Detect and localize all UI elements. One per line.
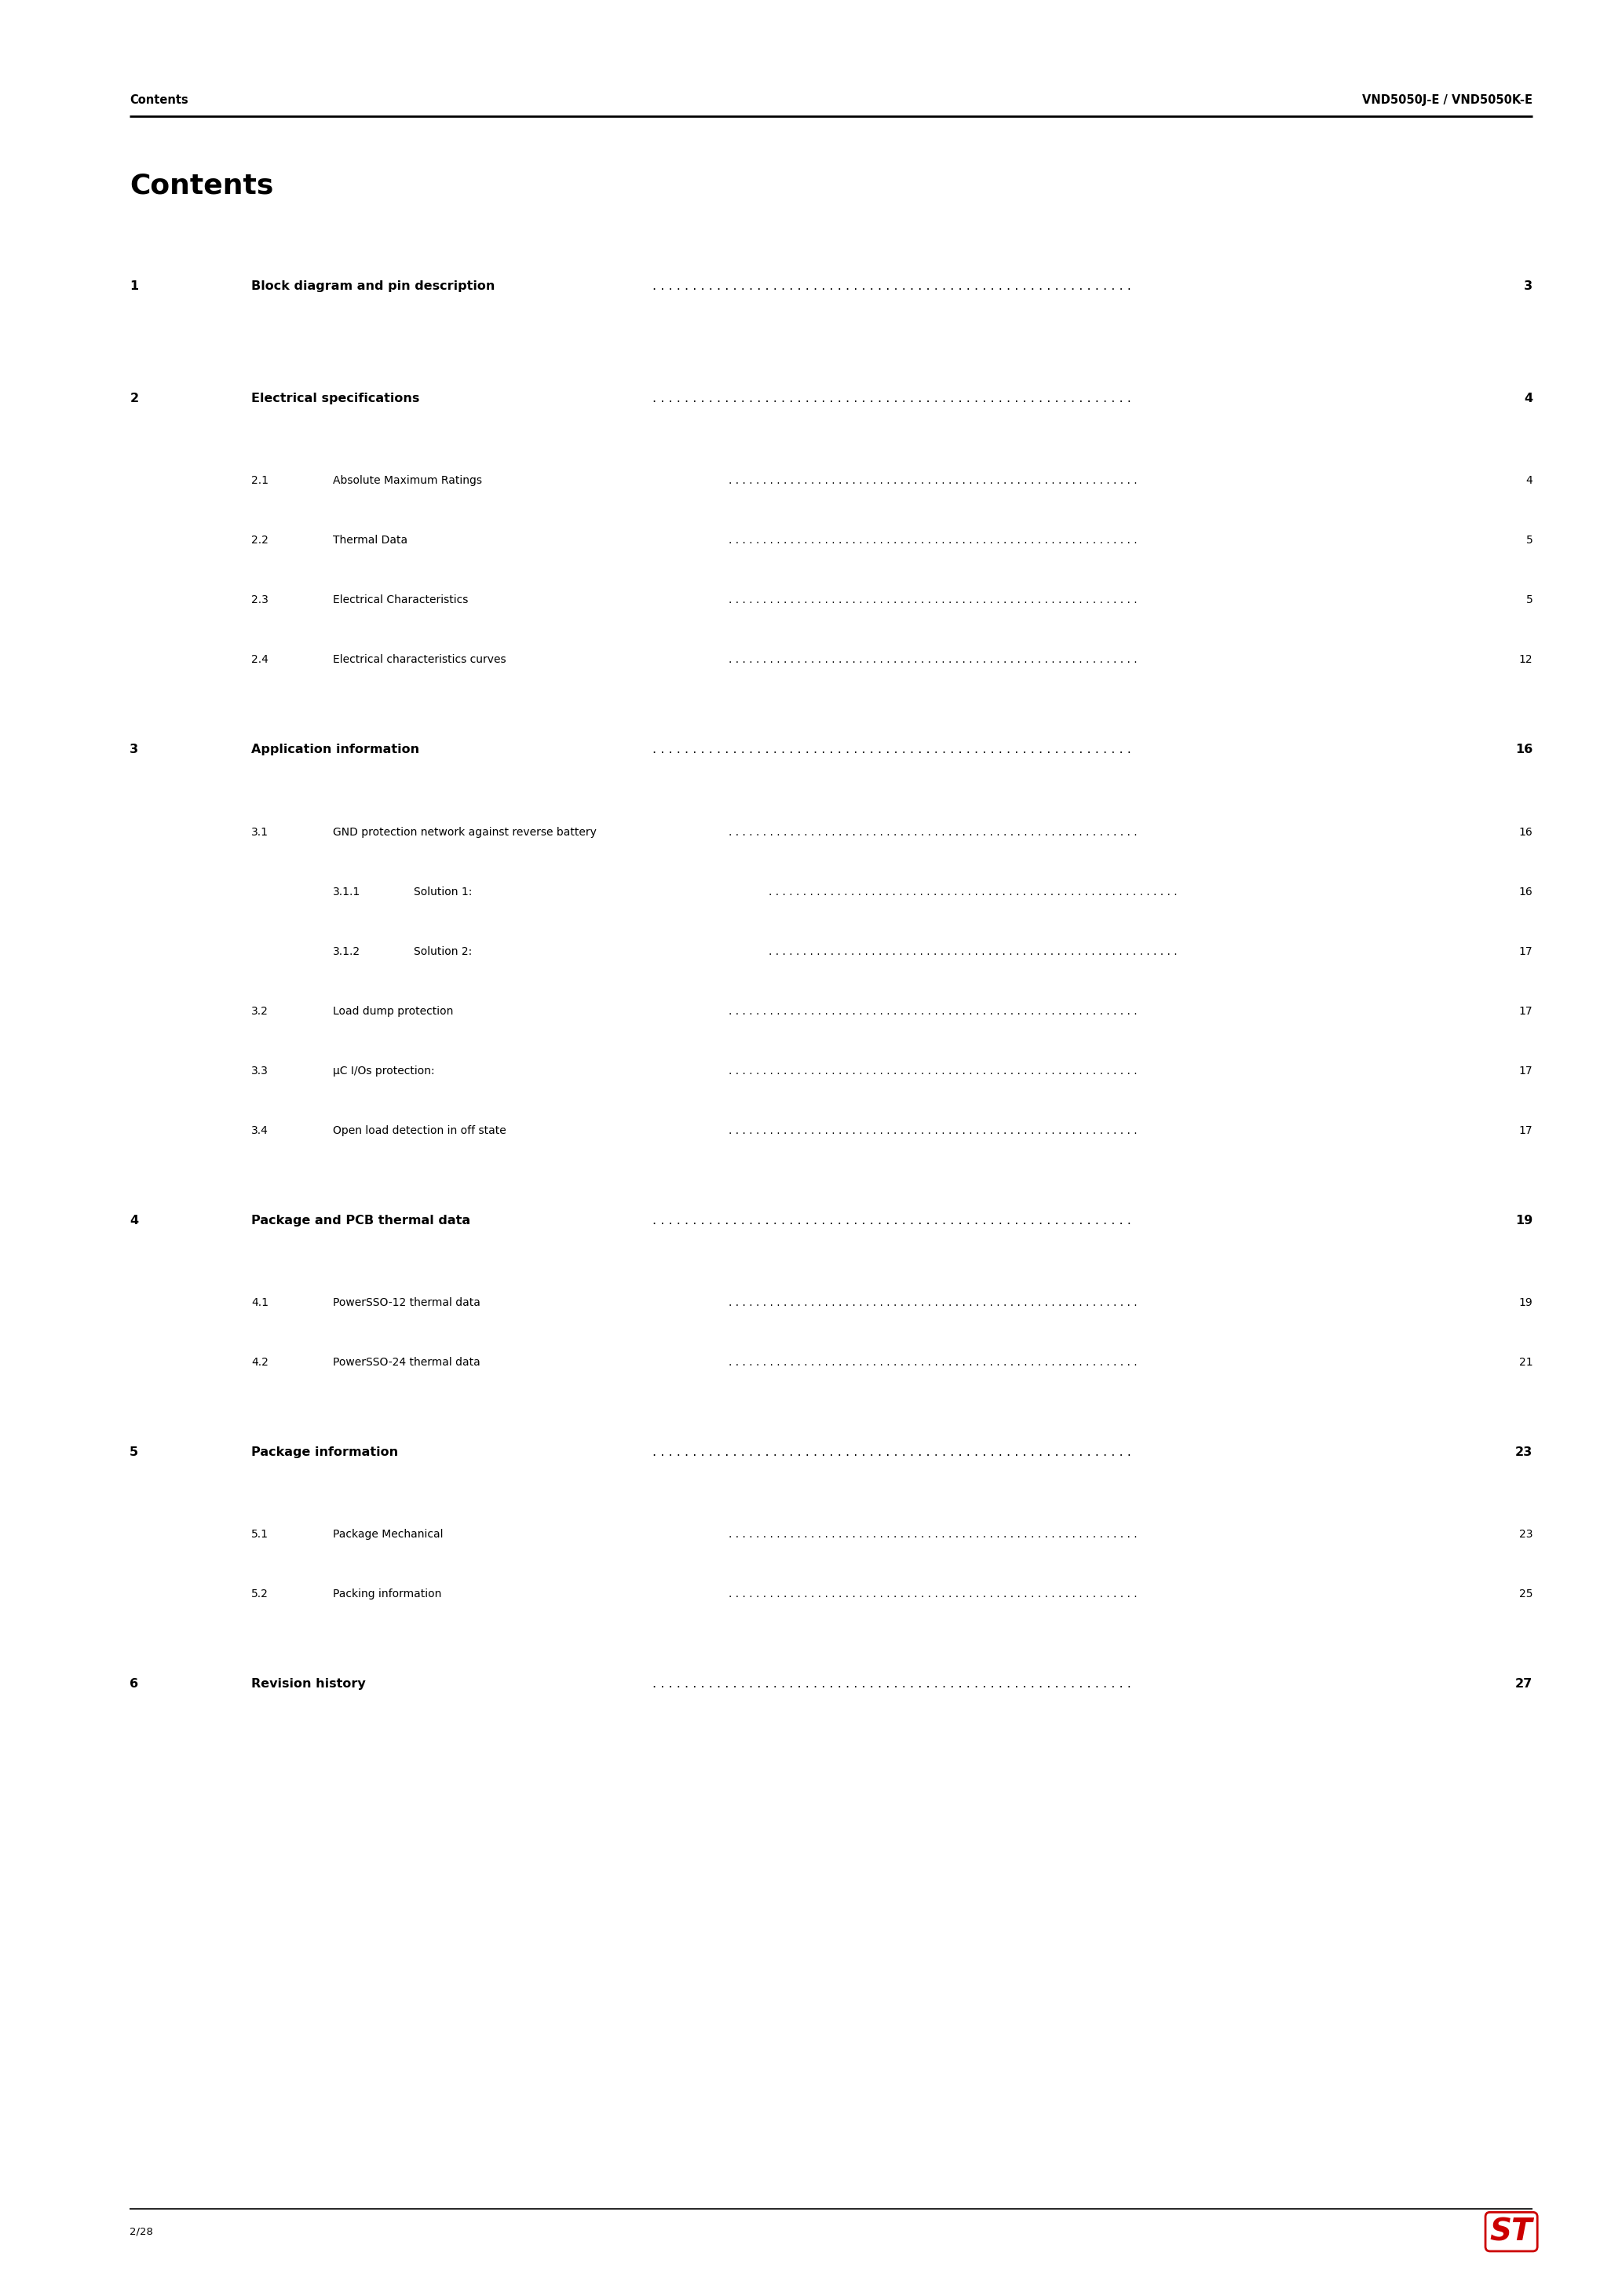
- Text: Contents: Contents: [130, 94, 188, 106]
- Text: 4.1: 4.1: [251, 1297, 269, 1309]
- Text: 3: 3: [130, 744, 138, 755]
- Text: . . . . . . . . . . . . . . . . . . . . . . . . . . . . . . . . . . . . . . . . : . . . . . . . . . . . . . . . . . . . . …: [652, 744, 1132, 755]
- Text: . . . . . . . . . . . . . . . . . . . . . . . . . . . . . . . . . . . . . . . . : . . . . . . . . . . . . . . . . . . . . …: [728, 475, 1137, 487]
- Text: . . . . . . . . . . . . . . . . . . . . . . . . . . . . . . . . . . . . . . . . : . . . . . . . . . . . . . . . . . . . . …: [728, 595, 1137, 606]
- Text: 19: 19: [1515, 1215, 1533, 1226]
- Text: . . . . . . . . . . . . . . . . . . . . . . . . . . . . . . . . . . . . . . . . : . . . . . . . . . . . . . . . . . . . . …: [728, 1006, 1137, 1017]
- Text: 17: 17: [1518, 1065, 1533, 1077]
- Text: . . . . . . . . . . . . . . . . . . . . . . . . . . . . . . . . . . . . . . . . : . . . . . . . . . . . . . . . . . . . . …: [652, 393, 1132, 404]
- Text: ST: ST: [1491, 2218, 1533, 2245]
- Text: 3.1.1: 3.1.1: [333, 886, 360, 898]
- Text: 3.3: 3.3: [251, 1065, 269, 1077]
- Text: 27: 27: [1515, 1678, 1533, 1690]
- Text: 5.1: 5.1: [251, 1529, 269, 1541]
- Text: Package and PCB thermal data: Package and PCB thermal data: [251, 1215, 470, 1226]
- Text: . . . . . . . . . . . . . . . . . . . . . . . . . . . . . . . . . . . . . . . . : . . . . . . . . . . . . . . . . . . . . …: [652, 1215, 1132, 1226]
- Text: . . . . . . . . . . . . . . . . . . . . . . . . . . . . . . . . . . . . . . . . : . . . . . . . . . . . . . . . . . . . . …: [652, 1446, 1132, 1458]
- Text: Electrical specifications: Electrical specifications: [251, 393, 420, 404]
- Text: 3: 3: [1525, 280, 1533, 292]
- Text: 4.2: 4.2: [251, 1357, 269, 1368]
- Text: . . . . . . . . . . . . . . . . . . . . . . . . . . . . . . . . . . . . . . . . : . . . . . . . . . . . . . . . . . . . . …: [728, 1065, 1137, 1077]
- Text: . . . . . . . . . . . . . . . . . . . . . . . . . . . . . . . . . . . . . . . . : . . . . . . . . . . . . . . . . . . . . …: [728, 1589, 1137, 1600]
- Text: 3.4: 3.4: [251, 1125, 269, 1137]
- Text: 2/28: 2/28: [130, 2227, 152, 2236]
- Text: 2.4: 2.4: [251, 654, 269, 666]
- Text: 6: 6: [130, 1678, 138, 1690]
- Text: 2: 2: [130, 393, 138, 404]
- Text: Absolute Maximum Ratings: Absolute Maximum Ratings: [333, 475, 482, 487]
- Text: 2.3: 2.3: [251, 595, 269, 606]
- Text: Solution 2:: Solution 2:: [414, 946, 472, 957]
- Text: Revision history: Revision history: [251, 1678, 367, 1690]
- Text: . . . . . . . . . . . . . . . . . . . . . . . . . . . . . . . . . . . . . . . . : . . . . . . . . . . . . . . . . . . . . …: [728, 535, 1137, 546]
- Text: 5: 5: [130, 1446, 138, 1458]
- Text: 3.1.2: 3.1.2: [333, 946, 360, 957]
- Text: . . . . . . . . . . . . . . . . . . . . . . . . . . . . . . . . . . . . . . . . : . . . . . . . . . . . . . . . . . . . . …: [769, 886, 1178, 898]
- Text: Load dump protection: Load dump protection: [333, 1006, 453, 1017]
- Text: 5.2: 5.2: [251, 1589, 269, 1600]
- Text: Block diagram and pin description: Block diagram and pin description: [251, 280, 495, 292]
- Text: PowerSSO-24 thermal data: PowerSSO-24 thermal data: [333, 1357, 480, 1368]
- Text: 17: 17: [1518, 1006, 1533, 1017]
- Text: 2.2: 2.2: [251, 535, 269, 546]
- Text: 19: 19: [1518, 1297, 1533, 1309]
- Text: 3.1: 3.1: [251, 827, 269, 838]
- Text: GND protection network against reverse battery: GND protection network against reverse b…: [333, 827, 597, 838]
- Text: 21: 21: [1518, 1357, 1533, 1368]
- Text: Packing information: Packing information: [333, 1589, 441, 1600]
- Text: 5: 5: [1526, 595, 1533, 606]
- Text: 16: 16: [1518, 886, 1533, 898]
- Text: 1: 1: [130, 280, 138, 292]
- Text: . . . . . . . . . . . . . . . . . . . . . . . . . . . . . . . . . . . . . . . . : . . . . . . . . . . . . . . . . . . . . …: [728, 1125, 1137, 1137]
- Text: PowerSSO-12 thermal data: PowerSSO-12 thermal data: [333, 1297, 480, 1309]
- Text: . . . . . . . . . . . . . . . . . . . . . . . . . . . . . . . . . . . . . . . . : . . . . . . . . . . . . . . . . . . . . …: [652, 1678, 1132, 1690]
- Text: Package information: Package information: [251, 1446, 399, 1458]
- Text: Open load detection in off state: Open load detection in off state: [333, 1125, 506, 1137]
- Text: Electrical Characteristics: Electrical Characteristics: [333, 595, 467, 606]
- Text: 4: 4: [1525, 393, 1533, 404]
- Text: . . . . . . . . . . . . . . . . . . . . . . . . . . . . . . . . . . . . . . . . : . . . . . . . . . . . . . . . . . . . . …: [652, 280, 1132, 292]
- Text: Solution 1:: Solution 1:: [414, 886, 472, 898]
- Text: 23: 23: [1520, 1529, 1533, 1541]
- Text: . . . . . . . . . . . . . . . . . . . . . . . . . . . . . . . . . . . . . . . . : . . . . . . . . . . . . . . . . . . . . …: [728, 1297, 1137, 1309]
- Text: Thermal Data: Thermal Data: [333, 535, 407, 546]
- Text: 2.1: 2.1: [251, 475, 269, 487]
- Text: 25: 25: [1520, 1589, 1533, 1600]
- Text: 5: 5: [1526, 535, 1533, 546]
- Text: 17: 17: [1518, 1125, 1533, 1137]
- Text: 17: 17: [1518, 946, 1533, 957]
- Text: 16: 16: [1518, 827, 1533, 838]
- Text: 23: 23: [1515, 1446, 1533, 1458]
- Text: 4: 4: [130, 1215, 138, 1226]
- Text: Package Mechanical: Package Mechanical: [333, 1529, 443, 1541]
- Text: Electrical characteristics curves: Electrical characteristics curves: [333, 654, 506, 666]
- Text: VND5050J-E / VND5050K-E: VND5050J-E / VND5050K-E: [1362, 94, 1533, 106]
- Text: μC I/Os protection:: μC I/Os protection:: [333, 1065, 435, 1077]
- Text: Contents: Contents: [130, 172, 274, 200]
- Text: Application information: Application information: [251, 744, 420, 755]
- Text: . . . . . . . . . . . . . . . . . . . . . . . . . . . . . . . . . . . . . . . . : . . . . . . . . . . . . . . . . . . . . …: [769, 946, 1178, 957]
- Text: . . . . . . . . . . . . . . . . . . . . . . . . . . . . . . . . . . . . . . . . : . . . . . . . . . . . . . . . . . . . . …: [728, 1357, 1137, 1368]
- Text: . . . . . . . . . . . . . . . . . . . . . . . . . . . . . . . . . . . . . . . . : . . . . . . . . . . . . . . . . . . . . …: [728, 654, 1137, 666]
- Text: . . . . . . . . . . . . . . . . . . . . . . . . . . . . . . . . . . . . . . . . : . . . . . . . . . . . . . . . . . . . . …: [728, 827, 1137, 838]
- Text: 4: 4: [1526, 475, 1533, 487]
- Text: 3.2: 3.2: [251, 1006, 269, 1017]
- Text: 16: 16: [1515, 744, 1533, 755]
- Text: . . . . . . . . . . . . . . . . . . . . . . . . . . . . . . . . . . . . . . . . : . . . . . . . . . . . . . . . . . . . . …: [728, 1529, 1137, 1541]
- Text: 12: 12: [1518, 654, 1533, 666]
